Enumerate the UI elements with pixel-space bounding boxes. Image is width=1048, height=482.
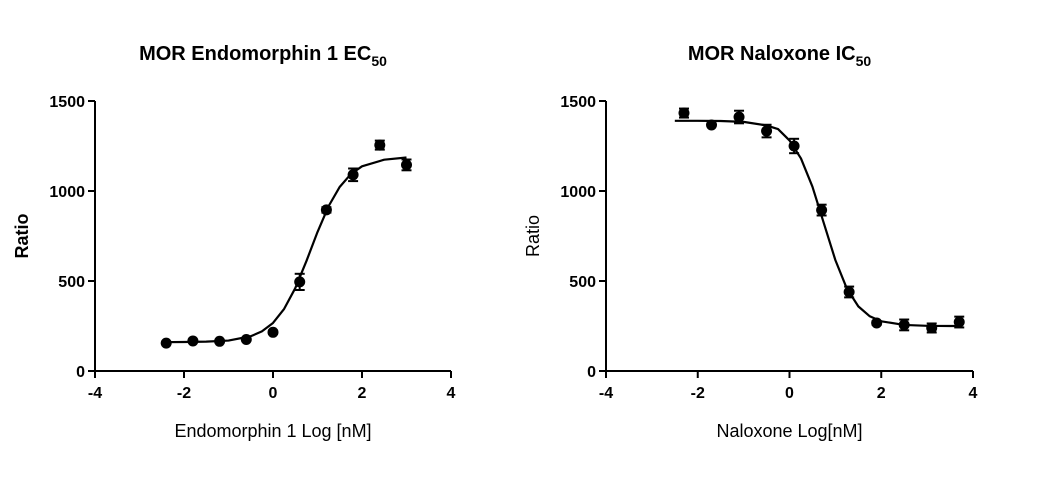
x-tick-label: 4 [447, 385, 456, 402]
data-point [374, 139, 386, 151]
x-tick-label: 0 [269, 385, 278, 402]
title-subscript: 50 [371, 53, 387, 69]
x-tick-label: -4 [88, 385, 102, 402]
chart-title: MOR Endomorphin 1 EC50 [139, 43, 387, 69]
data-point [816, 204, 828, 216]
x-axis-label: Naloxone Log[nM] [716, 421, 862, 441]
data-point [160, 337, 172, 349]
y-tick-label: 500 [569, 274, 596, 291]
data-point [678, 107, 690, 119]
x-tick-label: -2 [691, 385, 705, 402]
data-point [788, 140, 800, 152]
x-tick-label: 0 [785, 385, 794, 402]
y-tick-label: 1500 [560, 94, 596, 111]
data-point [733, 111, 745, 123]
data-point [926, 322, 938, 334]
data-point [761, 125, 773, 137]
x-tick-label: 2 [877, 385, 886, 402]
x-tick-label: 4 [969, 385, 978, 402]
y-axis-label: Ratio [12, 213, 32, 258]
x-axis-label: Endomorphin 1 Log [nM] [174, 421, 371, 441]
y-tick-label: 1000 [49, 184, 85, 201]
data-point [706, 119, 718, 131]
x-tick-label: -2 [177, 385, 191, 402]
fit-curve [674, 119, 960, 328]
title-subscript: 50 [856, 53, 872, 69]
data-point [898, 319, 910, 331]
data-point [401, 159, 412, 171]
y-tick-label: 0 [587, 364, 596, 381]
chart-title: MOR Naloxone IC50 [688, 43, 872, 69]
data-point [267, 326, 279, 338]
y-tick-label: 0 [76, 364, 85, 381]
data-point [843, 286, 855, 298]
data-point [214, 335, 226, 347]
data-point [240, 334, 252, 345]
title-text: MOR Naloxone IC [688, 43, 856, 65]
data-point [347, 169, 359, 181]
data-point [953, 316, 965, 328]
y-tick-label: 1000 [560, 184, 596, 201]
x-tick-label: -4 [599, 385, 613, 402]
data-point [871, 317, 883, 329]
y-tick-label: 1500 [49, 94, 85, 111]
fit-curve [161, 156, 407, 344]
y-axis-label: Ratio [523, 215, 543, 257]
data-point [320, 204, 332, 216]
x-tick-label: 2 [358, 385, 367, 402]
title-text: MOR Endomorphin 1 EC [139, 43, 371, 65]
data-point [187, 335, 199, 347]
data-point [294, 276, 306, 288]
y-tick-label: 500 [58, 274, 85, 291]
